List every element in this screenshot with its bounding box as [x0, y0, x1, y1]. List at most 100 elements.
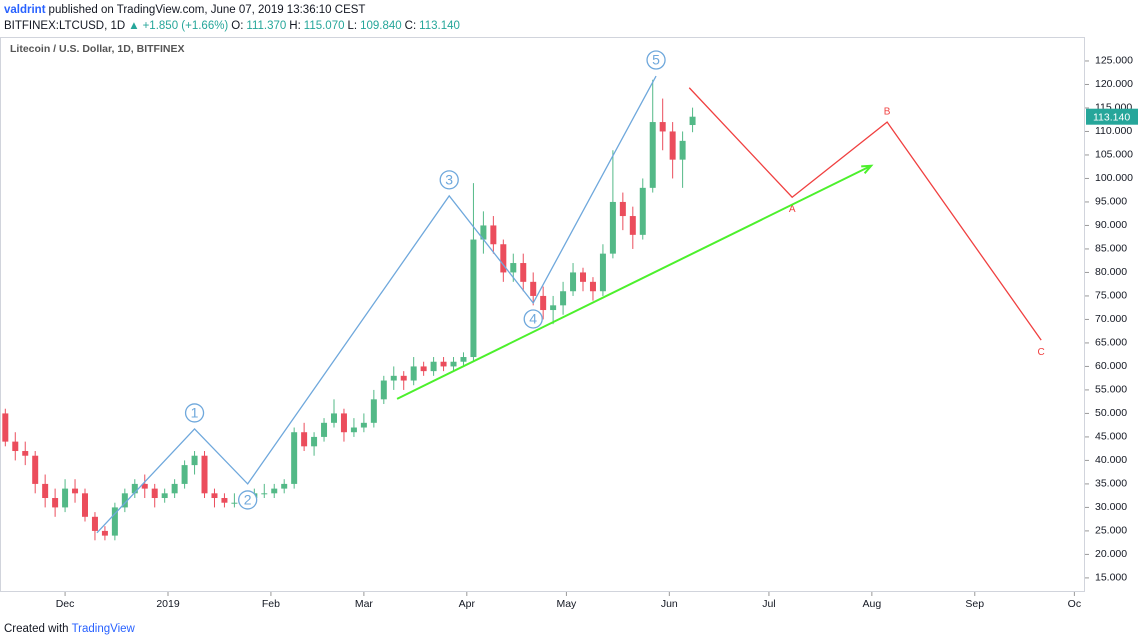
high: 115.070	[303, 20, 345, 32]
y-tick-label: 25.000	[1095, 525, 1127, 537]
label: C:	[404, 20, 417, 32]
label: H:	[289, 20, 301, 32]
candle-body	[370, 399, 377, 423]
candle-body	[440, 361, 447, 367]
header-line: valdrint published on TradingView.com, Ju…	[4, 4, 368, 16]
x-tick-label: Feb	[262, 598, 280, 610]
candle-body	[629, 216, 636, 235]
wave-circle	[238, 490, 258, 510]
y-tick-label: 95.000	[1095, 196, 1127, 208]
wave-label: 3	[445, 172, 453, 188]
candle-body	[131, 483, 138, 494]
y-tick-label: 105.000	[1095, 149, 1133, 161]
drawing-line	[96, 75, 657, 534]
candle-body	[340, 413, 347, 433]
candle-body	[510, 263, 517, 273]
candle-body	[81, 493, 88, 517]
candle-body	[390, 375, 397, 381]
header-quote: BITFINEX:LTCUSD, 1D ▲ +1.850 (+1.66%) O: 111…	[4, 20, 463, 32]
wave-circle	[439, 170, 459, 190]
candle-body	[470, 239, 477, 358]
y-tick-label: 60.000	[1095, 360, 1127, 372]
y-tick-label: 20.000	[1095, 548, 1127, 560]
x-tick-label: Aug	[863, 598, 882, 610]
symbol: BITFINEX:LTCUSD, 1D	[4, 20, 126, 32]
candle-body	[420, 366, 427, 372]
x-tick-label: May	[556, 598, 577, 610]
last-price-box	[1086, 108, 1138, 125]
author[interactable]: valdrint	[4, 4, 46, 16]
y-tick-label: 120.000	[1095, 78, 1133, 90]
y-tick-label: 50.000	[1095, 407, 1127, 419]
x-tick-label: Oc	[1068, 598, 1081, 610]
footer-text: Created with	[4, 623, 69, 635]
label: L:	[347, 20, 358, 32]
wave-label: 2	[244, 492, 252, 508]
change: +1.850 (+1.66%)	[142, 20, 229, 32]
chart: Litecoin / U.S. Dollar, 1D, BITFINEX 15.…	[0, 37, 1138, 610]
open: 111.370	[246, 20, 287, 32]
wave-label: A	[789, 204, 796, 215]
candle-body	[589, 281, 596, 292]
candle-body	[101, 530, 108, 536]
candle-body	[480, 225, 487, 240]
candle-body	[211, 493, 218, 499]
y-tick-label: 35.000	[1095, 478, 1127, 490]
candle-body	[460, 357, 467, 362]
candle-body	[360, 422, 367, 428]
candle-body	[311, 436, 318, 447]
x-tick-label: Sep	[965, 598, 984, 610]
y-tick-label: 30.000	[1095, 501, 1127, 513]
wave-circle	[646, 50, 666, 70]
candle-body	[599, 253, 606, 292]
candle-body	[121, 493, 128, 508]
y-tick-label: 100.000	[1095, 172, 1133, 184]
chart-title: Litecoin / U.S. Dollar, 1D, BITFINEX	[10, 43, 184, 55]
y-tick-label: 65.000	[1095, 337, 1127, 349]
x-tick-label: Apr	[459, 598, 476, 610]
x-tick-label: Jun	[661, 598, 678, 610]
y-tick-label: 40.000	[1095, 454, 1127, 466]
candle-body	[560, 291, 567, 306]
candle-body	[450, 361, 457, 367]
candle-body	[550, 305, 557, 311]
plot-frame	[0, 37, 1085, 592]
candle-body	[609, 201, 616, 254]
candle-body	[141, 483, 148, 489]
y-tick-label: 45.000	[1095, 431, 1127, 443]
candle-body	[619, 201, 626, 217]
low: 109.840	[360, 20, 402, 32]
candle-body	[201, 455, 208, 494]
y-tick-label: 75.000	[1095, 290, 1127, 302]
candle-body	[530, 281, 537, 296]
candle-body	[161, 493, 168, 499]
candle-body	[111, 507, 118, 536]
candle-body	[22, 451, 29, 456]
footer: Created with TradingView	[4, 623, 135, 635]
wave-circle	[523, 309, 543, 329]
candle-body	[12, 441, 19, 452]
brand[interactable]: TradingView	[71, 623, 135, 635]
x-tick-label: Dec	[56, 598, 75, 610]
candle-body	[649, 122, 656, 188]
candle-body	[330, 413, 337, 423]
candle-body	[321, 422, 328, 437]
candle-body	[231, 502, 238, 504]
candle-body	[490, 225, 497, 245]
candle-body	[91, 516, 98, 531]
candle-body	[181, 465, 188, 484]
candle-body	[32, 455, 39, 484]
close: 113.140	[419, 20, 460, 32]
candle-body	[62, 488, 69, 508]
candle-body	[72, 488, 79, 494]
x-tick-label: Mar	[355, 598, 374, 610]
y-tick-label: 15.000	[1095, 572, 1127, 584]
wave-label: 4	[529, 311, 537, 327]
y-tick-label: 125.000	[1095, 55, 1133, 67]
y-tick-label: 55.000	[1095, 384, 1127, 396]
candle-body	[659, 122, 666, 132]
candle-body	[291, 432, 298, 484]
candle-body	[42, 483, 49, 499]
candle-body	[570, 272, 577, 292]
candle-body	[540, 295, 547, 311]
